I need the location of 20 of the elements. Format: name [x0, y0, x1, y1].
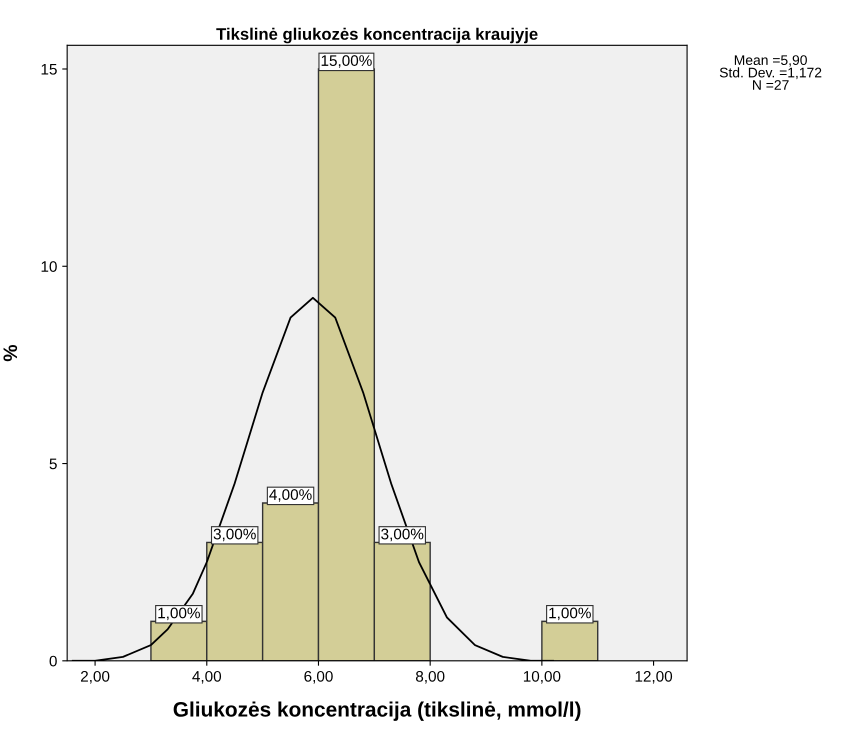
x-tick-label: 8,00 [416, 670, 444, 684]
data-label: 15,00% [322, 55, 372, 68]
x-tick-label: 4,00 [192, 670, 222, 684]
chart-title: Tikslinė gliukozės koncentracija kraujyje [216, 28, 538, 44]
data-label: 1,00% [549, 608, 591, 620]
x-tick-label: 12,00 [636, 670, 672, 684]
y-axis-title: % [3, 344, 18, 362]
y-tick-label: 0 [50, 656, 57, 667]
data-label: 3,00% [381, 528, 424, 542]
text: Mean =5,90 Std. Dev. =1,172 N =27 [720, 55, 822, 90]
data-label: 1,00% [158, 608, 200, 620]
data-label: 4,00% [269, 489, 312, 502]
x-tick-label: 10,00 [524, 670, 560, 684]
y-tick-label: 10 [42, 261, 57, 272]
x-axis-title: Gliukozės koncentracija (tikslinė, mmol/l) [174, 701, 580, 721]
x-tick-label: 6,00 [304, 670, 333, 684]
x-tick-label: 2,00 [80, 670, 110, 684]
y-tick-label: 5 [50, 458, 57, 470]
data-label: 3,00% [214, 528, 256, 542]
y-tick-label: 15 [42, 64, 57, 75]
